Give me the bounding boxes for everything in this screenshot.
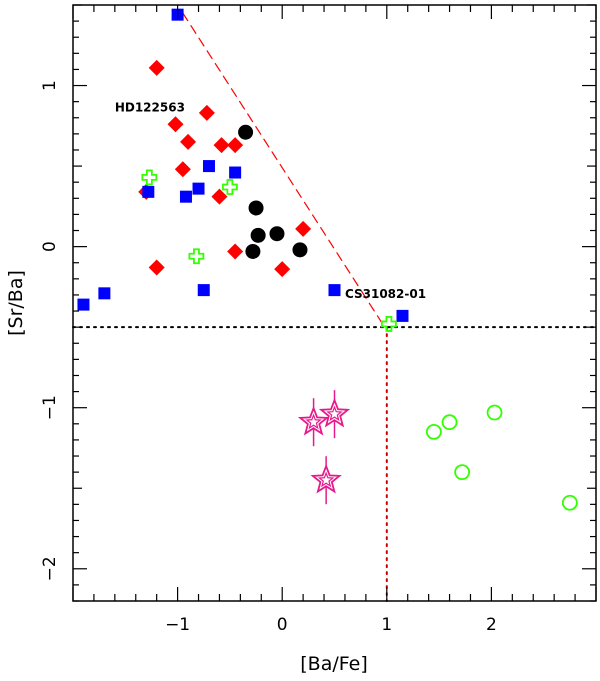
red-diamond-point: [167, 116, 184, 133]
blue-square-point: [142, 185, 155, 198]
y-axis-title: [Sr/Ba]: [5, 270, 27, 336]
magenta-star-point-inner: [326, 405, 343, 422]
red-diamond-point: [180, 133, 197, 150]
annotation-label: CS31082-01: [345, 287, 426, 301]
magenta-star-point: [318, 397, 351, 428]
black-circle-point: [250, 227, 266, 243]
green-circle-point: [561, 494, 578, 511]
y-tick-label: 0: [40, 241, 60, 252]
red-diamond-point: [211, 188, 228, 205]
green-crosse-point: [188, 248, 205, 265]
green-circle-point: [441, 414, 458, 431]
red-diamond-point: [213, 137, 230, 154]
blue-square-point: [396, 309, 409, 322]
blue-square-point: [192, 182, 205, 195]
red-diamond-point: [148, 259, 165, 276]
black-circle-point: [238, 124, 254, 140]
axis-ticks: [72, 4, 597, 602]
black-circle-point: [245, 243, 261, 259]
black-circle-point: [269, 226, 285, 242]
green-crosse-point: [222, 179, 238, 195]
red-diamond-point: [274, 261, 291, 278]
reference-lines: [72, 12, 597, 602]
y-tick-label: 1: [40, 80, 60, 91]
data-points: [77, 8, 578, 511]
blue-square-point: [229, 166, 242, 179]
green-circle-point: [454, 464, 471, 481]
red-diamond-point: [227, 243, 244, 260]
blue-square-point: [179, 190, 192, 203]
green-crosse-point: [141, 169, 158, 186]
blue-square-point: [202, 160, 215, 173]
blue-square-point: [98, 287, 111, 300]
dashed-trend-line: [182, 12, 383, 323]
x-tick-label: 0: [277, 615, 288, 635]
plot-frame: [72, 4, 597, 602]
magenta-star-point-inner: [305, 413, 322, 430]
y-tick-label: −2: [40, 556, 60, 581]
annotations: HD122563 CS31082-01: [115, 100, 426, 301]
red-diamond-point: [227, 137, 244, 154]
magenta-star-point-inner: [317, 471, 335, 488]
green-circle-point: [486, 404, 503, 421]
green-circle-point: [425, 423, 442, 440]
magenta-star-point: [297, 405, 330, 436]
blue-square-point: [77, 298, 90, 311]
black-circle-point: [292, 242, 308, 258]
red-diamond-point: [174, 161, 191, 178]
annotation-label: HD122563: [115, 100, 185, 114]
blue-square-point: [328, 284, 341, 297]
x-axis-title: [Ba/Fe]: [300, 653, 367, 675]
red-diamond-point: [198, 104, 215, 121]
green-crosse-point: [380, 316, 397, 332]
x-tick-label: −1: [165, 615, 190, 635]
blue-square-point: [197, 284, 210, 297]
x-tick-label: 2: [486, 615, 497, 635]
red-diamond-point: [295, 220, 312, 237]
magenta-star-point: [310, 463, 342, 494]
red-diamond-point: [148, 59, 165, 76]
tick-labels: −1 0 1 2 −2 −1 0 1: [40, 80, 497, 635]
black-circle-point: [248, 200, 264, 216]
y-tick-label: −1: [40, 395, 60, 420]
x-tick-label: 1: [381, 615, 392, 635]
